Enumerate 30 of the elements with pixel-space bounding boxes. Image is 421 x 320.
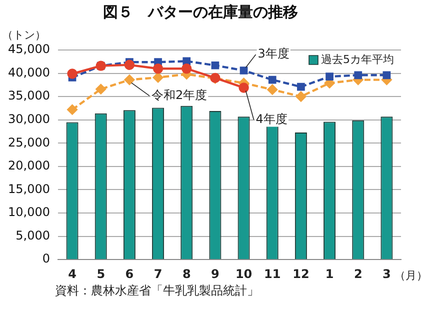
x-tick-label: 9	[211, 266, 220, 281]
x-tick-label: 11	[264, 266, 281, 281]
y-tick-label: 35,000	[8, 88, 50, 103]
x-tick-label: 6	[125, 266, 134, 281]
chart-title: 図５ バターの在庫量の推移	[103, 2, 298, 21]
y-tick-label: 30,000	[8, 112, 50, 126]
series-label: 令和2年度	[151, 88, 208, 102]
x-tick-label: 10	[235, 266, 252, 281]
y-axis-title: （トン）	[2, 28, 46, 42]
y-tick-label: 10,000	[8, 205, 50, 220]
x-tick-label: 5	[96, 266, 106, 281]
series-label: 4年度	[256, 112, 288, 126]
text: 資料：農林水産省「牛乳乳製品統計」	[55, 284, 259, 298]
y-tick-label: 20,000	[8, 158, 50, 173]
legend-label: 過去5カ年平均	[321, 52, 394, 66]
y-tick-label: 5,000	[16, 228, 50, 242]
x-tick-label: 7	[154, 266, 162, 281]
x-tick-label: 8	[182, 266, 191, 281]
y-tick-label: 25,000	[8, 135, 50, 150]
x-tick-label: 3	[382, 266, 391, 281]
series-label: 3年度	[258, 46, 290, 61]
y-tick-label: 0	[42, 252, 50, 266]
y-tick-label: 45,000	[8, 42, 50, 56]
y-tick-label: 40,000	[8, 65, 50, 80]
x-tick-label: 4	[68, 266, 76, 281]
x-axis-title: （月）	[394, 268, 421, 282]
x-tick-label: 2	[354, 266, 362, 281]
x-tick-label: 1	[325, 266, 334, 281]
x-tick-label: 12	[292, 266, 310, 281]
y-tick-label: 15,000	[8, 182, 50, 196]
